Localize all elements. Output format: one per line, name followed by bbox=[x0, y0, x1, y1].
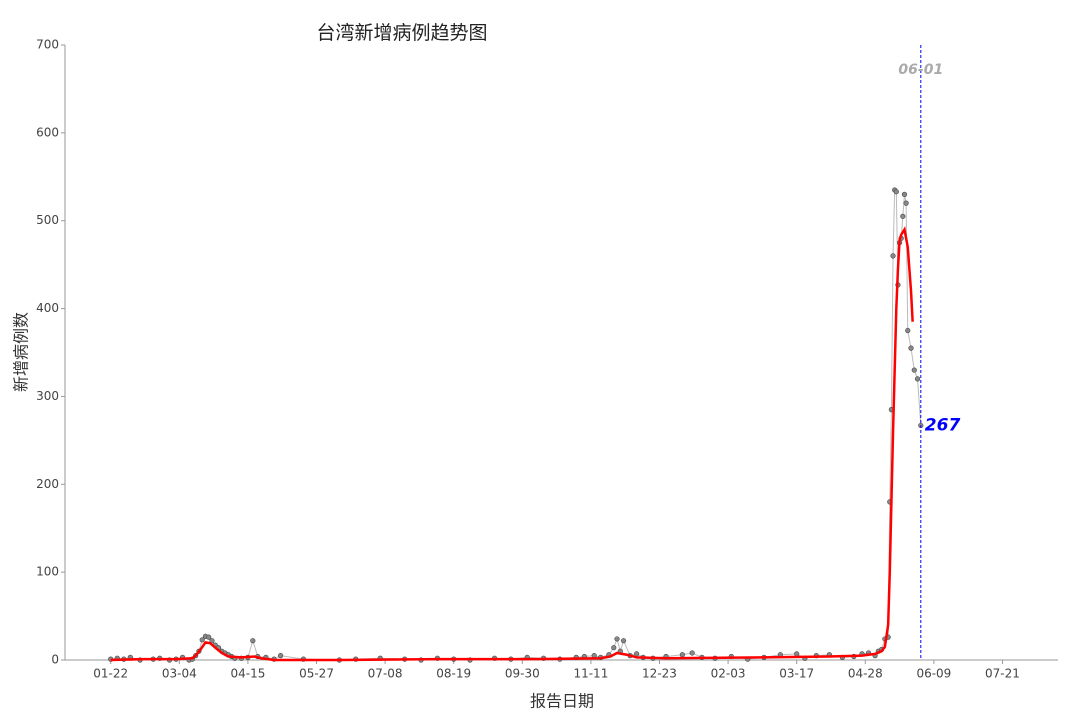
data-point bbox=[250, 638, 256, 644]
y-tick-label: 300 bbox=[36, 389, 59, 403]
data-point bbox=[890, 253, 896, 259]
x-tick-label: 03-04 bbox=[162, 667, 197, 681]
x-tick-label: 06-09 bbox=[916, 667, 951, 681]
data-point bbox=[679, 652, 685, 658]
chart-title: 台湾新增病例趋势图 bbox=[316, 22, 487, 44]
data-point bbox=[614, 636, 620, 642]
reference-label: 06-01 bbox=[898, 62, 943, 78]
x-tick-label: 02-03 bbox=[711, 667, 746, 681]
data-point bbox=[199, 637, 205, 643]
y-tick-label: 600 bbox=[36, 125, 59, 139]
x-tick-label: 01-22 bbox=[93, 667, 128, 681]
data-point bbox=[905, 327, 911, 334]
data-point bbox=[620, 638, 627, 644]
series-line bbox=[110, 226, 914, 662]
x-tick-label: 12-23 bbox=[642, 667, 677, 681]
x-tick-label: 09-30 bbox=[505, 667, 540, 681]
data-point bbox=[794, 651, 800, 657]
y-tick-label: 0 bbox=[51, 653, 59, 667]
data-point bbox=[911, 367, 917, 373]
x-tick-label: 07-08 bbox=[368, 667, 403, 681]
x-tick-label: 07-21 bbox=[985, 667, 1020, 681]
x-tick-label: 04-15 bbox=[230, 667, 265, 681]
data-point bbox=[900, 213, 906, 219]
data-point bbox=[277, 653, 284, 659]
data-point bbox=[689, 650, 695, 656]
data-point bbox=[634, 651, 640, 657]
x-tick-label: 08-19 bbox=[436, 667, 471, 681]
data-point bbox=[206, 634, 212, 640]
data-point bbox=[209, 638, 215, 644]
data-point bbox=[903, 200, 909, 206]
y-tick-label: 400 bbox=[36, 301, 59, 315]
x-tick-label: 04-28 bbox=[848, 667, 883, 681]
y-tick-label: 700 bbox=[36, 38, 59, 52]
x-tick-label: 03-17 bbox=[779, 667, 814, 681]
data-point bbox=[908, 345, 914, 351]
data-point bbox=[914, 376, 921, 382]
y-tick-label: 200 bbox=[36, 477, 59, 491]
data-point bbox=[901, 191, 908, 197]
y-tick-label: 100 bbox=[36, 565, 59, 579]
x-tick-label: 11-11 bbox=[573, 667, 608, 681]
y-tick-label: 500 bbox=[36, 213, 59, 227]
x-tick-label: 05-27 bbox=[299, 667, 334, 681]
data-point bbox=[893, 189, 899, 195]
last-value-label: 267 bbox=[925, 415, 961, 435]
data-point bbox=[611, 645, 617, 651]
x-axis-title: 报告日期 bbox=[530, 692, 594, 711]
y-axis-title: 新增病例数 bbox=[12, 312, 31, 392]
series-line bbox=[110, 188, 922, 661]
